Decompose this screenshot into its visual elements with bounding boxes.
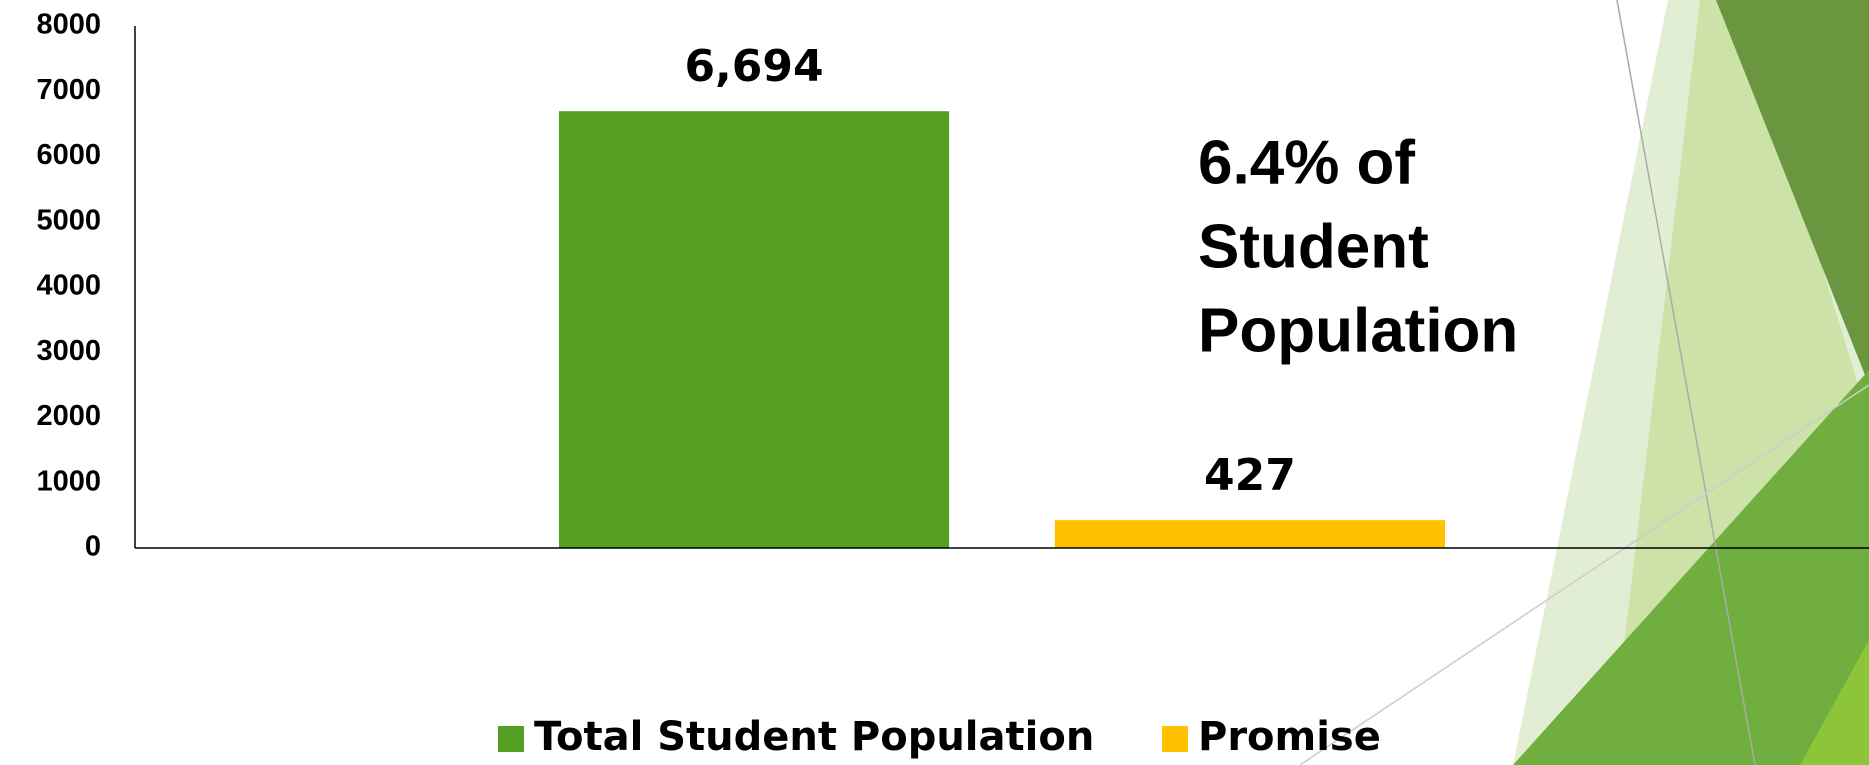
annotation: Population: [1198, 296, 1518, 365]
legend-label: Total Student Population: [534, 714, 1094, 760]
legend-swatch: [1162, 726, 1188, 752]
y-tick-label: 7000: [36, 74, 101, 106]
y-tick-label: 5000: [36, 204, 101, 236]
bar: [558, 111, 950, 549]
legend-label: Promise: [1198, 714, 1381, 760]
decor-line: [1299, 384, 1869, 765]
decor-shape: [1800, 640, 1869, 765]
data-label: 427: [1204, 450, 1296, 501]
y-tick-label: 0: [85, 531, 101, 563]
y-tick-label: 6000: [36, 139, 101, 171]
y-tick-label: 4000: [36, 270, 101, 302]
decor-shape: [1716, 0, 1869, 385]
plot: 0 1000 2000 3000 4000 5000 6000 7000 8000 6,694 42…: [36, 9, 1869, 760]
decor-shape: [1513, 370, 1869, 765]
y-tick-label: 3000: [36, 335, 101, 367]
y-tick-label: 8000: [36, 9, 101, 41]
annotation: 6.4% of: [1198, 128, 1415, 197]
data-label: 6,694: [684, 41, 823, 92]
y-tick-label: 2000: [36, 400, 101, 432]
legend-swatch: [498, 726, 524, 752]
decoration: [1299, 0, 1869, 765]
y-tick-label: 1000: [36, 465, 101, 497]
decor-line: [1616, 0, 1756, 765]
bar: [1054, 520, 1446, 548]
annotation: Student: [1198, 212, 1429, 281]
